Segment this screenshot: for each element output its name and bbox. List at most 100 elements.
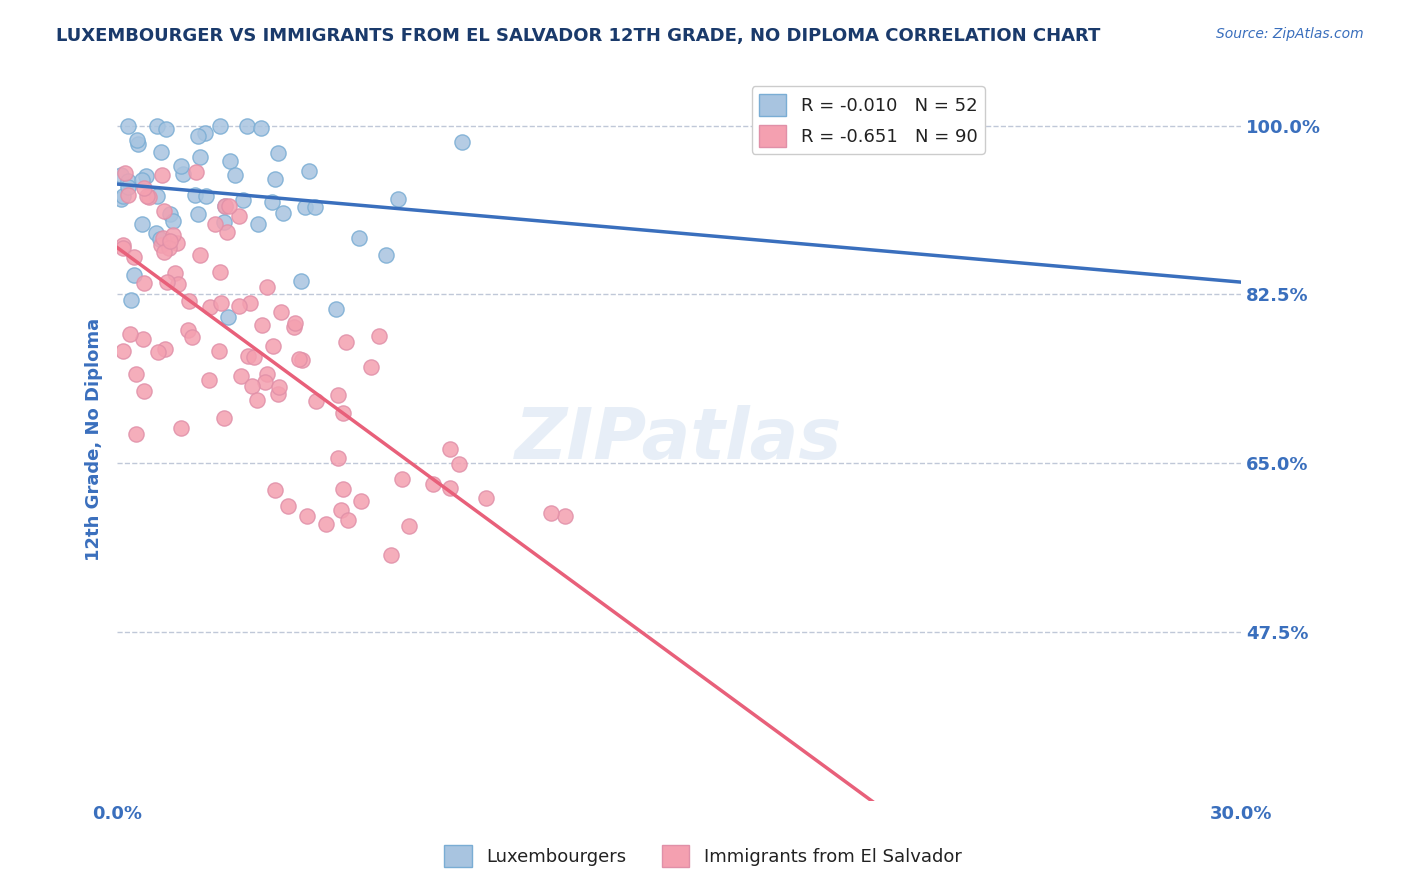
- Point: [204, 218, 226, 232]
- Point: [288, 352, 311, 367]
- Point: [398, 518, 420, 533]
- Point: [246, 393, 269, 408]
- Point: [187, 128, 209, 143]
- Point: [422, 477, 444, 491]
- Point: [325, 302, 347, 317]
- Point: [224, 168, 246, 182]
- Y-axis label: 12th Grade, No Diploma: 12th Grade, No Diploma: [86, 318, 103, 560]
- Point: [236, 119, 259, 133]
- Point: [214, 411, 236, 425]
- Point: [145, 226, 167, 240]
- Point: [232, 194, 254, 208]
- Point: [439, 481, 461, 495]
- Point: [218, 199, 240, 213]
- Point: [214, 199, 236, 213]
- Point: [152, 231, 174, 245]
- Point: [262, 339, 284, 353]
- Point: [194, 126, 217, 140]
- Point: [166, 277, 188, 292]
- Point: [181, 330, 204, 344]
- Point: [236, 349, 259, 363]
- Point: [315, 516, 337, 531]
- Point: [295, 509, 318, 524]
- Point: [153, 204, 176, 219]
- Point: [298, 164, 321, 178]
- Point: [380, 548, 402, 562]
- Point: [267, 145, 290, 160]
- Point: [219, 153, 242, 168]
- Point: [125, 368, 148, 382]
- Point: [239, 296, 262, 310]
- Point: [332, 406, 354, 420]
- Point: [117, 174, 139, 188]
- Point: [328, 451, 350, 466]
- Point: [228, 209, 250, 223]
- Text: LUXEMBOURGER VS IMMIGRANTS FROM EL SALVADOR 12TH GRADE, NO DIPLOMA CORRELATION C: LUXEMBOURGER VS IMMIGRANTS FROM EL SALVA…: [56, 27, 1101, 45]
- Point: [149, 232, 172, 246]
- Point: [170, 159, 193, 173]
- Point: [159, 207, 181, 221]
- Point: [163, 266, 186, 280]
- Point: [198, 373, 221, 387]
- Point: [554, 509, 576, 524]
- Point: [391, 472, 413, 486]
- Point: [209, 296, 232, 310]
- Point: [195, 189, 218, 203]
- Point: [117, 119, 139, 133]
- Point: [209, 265, 232, 279]
- Point: [125, 427, 148, 442]
- Point: [256, 280, 278, 294]
- Point: [283, 320, 305, 334]
- Point: [134, 276, 156, 290]
- Point: [215, 225, 238, 239]
- Point: [157, 241, 180, 255]
- Point: [252, 318, 274, 333]
- Point: [198, 300, 221, 314]
- Point: [162, 214, 184, 228]
- Point: [229, 369, 252, 384]
- Point: [270, 305, 292, 319]
- Point: [271, 206, 294, 220]
- Point: [117, 188, 139, 202]
- Point: [184, 187, 207, 202]
- Point: [127, 132, 149, 146]
- Point: [131, 332, 153, 346]
- Point: [153, 342, 176, 356]
- Point: [132, 384, 155, 398]
- Point: [188, 150, 211, 164]
- Point: [326, 388, 349, 402]
- Point: [110, 192, 132, 206]
- Point: [375, 247, 398, 261]
- Point: [447, 458, 470, 472]
- Legend: R = -0.010   N = 52, R = -0.651   N = 90: R = -0.010 N = 52, R = -0.651 N = 90: [752, 87, 984, 154]
- Point: [256, 367, 278, 381]
- Point: [267, 387, 290, 401]
- Point: [135, 189, 157, 203]
- Point: [228, 299, 250, 313]
- Point: [263, 483, 285, 497]
- Point: [188, 248, 211, 262]
- Point: [335, 334, 357, 349]
- Point: [131, 173, 153, 187]
- Point: [242, 350, 264, 364]
- Point: [360, 359, 382, 374]
- Point: [277, 500, 299, 514]
- Point: [247, 217, 270, 231]
- Point: [156, 275, 179, 289]
- Point: [368, 329, 391, 343]
- Point: [166, 236, 188, 251]
- Point: [135, 169, 157, 183]
- Point: [153, 245, 176, 260]
- Point: [214, 199, 236, 213]
- Point: [111, 241, 134, 255]
- Point: [114, 166, 136, 180]
- Point: [122, 251, 145, 265]
- Point: [212, 215, 235, 229]
- Point: [134, 180, 156, 194]
- Point: [177, 294, 200, 309]
- Point: [110, 168, 132, 182]
- Point: [150, 168, 173, 182]
- Point: [159, 234, 181, 248]
- Point: [253, 375, 276, 389]
- Point: [111, 343, 134, 358]
